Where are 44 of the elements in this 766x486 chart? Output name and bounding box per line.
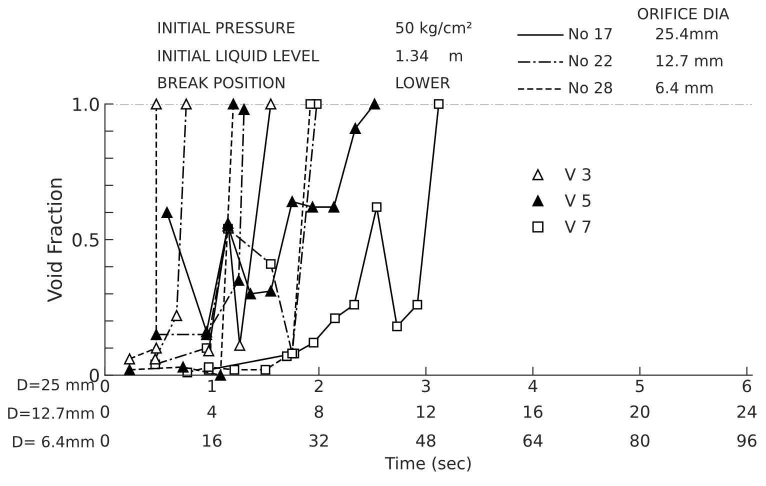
y-tick-label: 0.5 [72,233,99,247]
legend-label: V 7 [564,220,590,233]
text: 32 [310,434,328,447]
x-tick-label: 4 [528,380,538,392]
y-tick-label: 0 [90,368,99,382]
text: 80 [630,434,650,447]
text: 0 [100,434,110,447]
x-tick-label: 5 [636,380,644,392]
text: BREAK POSITION [158,76,284,88]
text: 1.34 m [396,50,462,62]
x-tick-label: 2 [314,380,323,392]
legend-label: V 5 [564,194,590,207]
text: 50 kg/cm² [396,22,472,36]
x-tick-label: 0 [100,380,110,392]
text: 16 [203,434,222,447]
text: INITIAL PRESSURE [158,22,294,34]
x-tick-label: 1 [208,380,216,392]
text: D= 6.4mm [13,436,94,448]
text: 6.4 mm [656,82,713,94]
text: 12.7 mm [656,54,722,66]
legend-label: V 3 [564,168,591,181]
text: No 22 [570,54,612,66]
text: 25.4mm [656,28,718,40]
text: ORIFICE DIA [638,8,730,20]
text: No 28 [570,82,612,94]
x2-tick-label: 12 [417,405,435,418]
text: 64 [523,434,543,447]
text: LOWER [396,76,450,88]
x-axis-title: Time (sec) [384,456,471,472]
x2-tick-label: 0 [100,405,110,418]
y-axis-title: Void Fraction [46,178,62,302]
y-tick-label: 1.0 [73,97,99,112]
x2-tick-label: 24 [737,405,757,418]
x2-tick-label: 16 [524,405,542,418]
text: 96 [737,434,756,447]
text: D=12.7mm [8,407,94,419]
x2-tick-label: 20 [630,405,650,418]
x2-tick-label: 8 [314,405,324,418]
x-tick-label: 6 [742,380,752,392]
x-tick-label: 3 [422,380,430,392]
x2-tick-label: 4 [207,406,216,418]
text: 48 [416,434,436,447]
text: No 17 [570,28,612,40]
text: INITIAL LIQUID LEVEL [158,50,320,64]
